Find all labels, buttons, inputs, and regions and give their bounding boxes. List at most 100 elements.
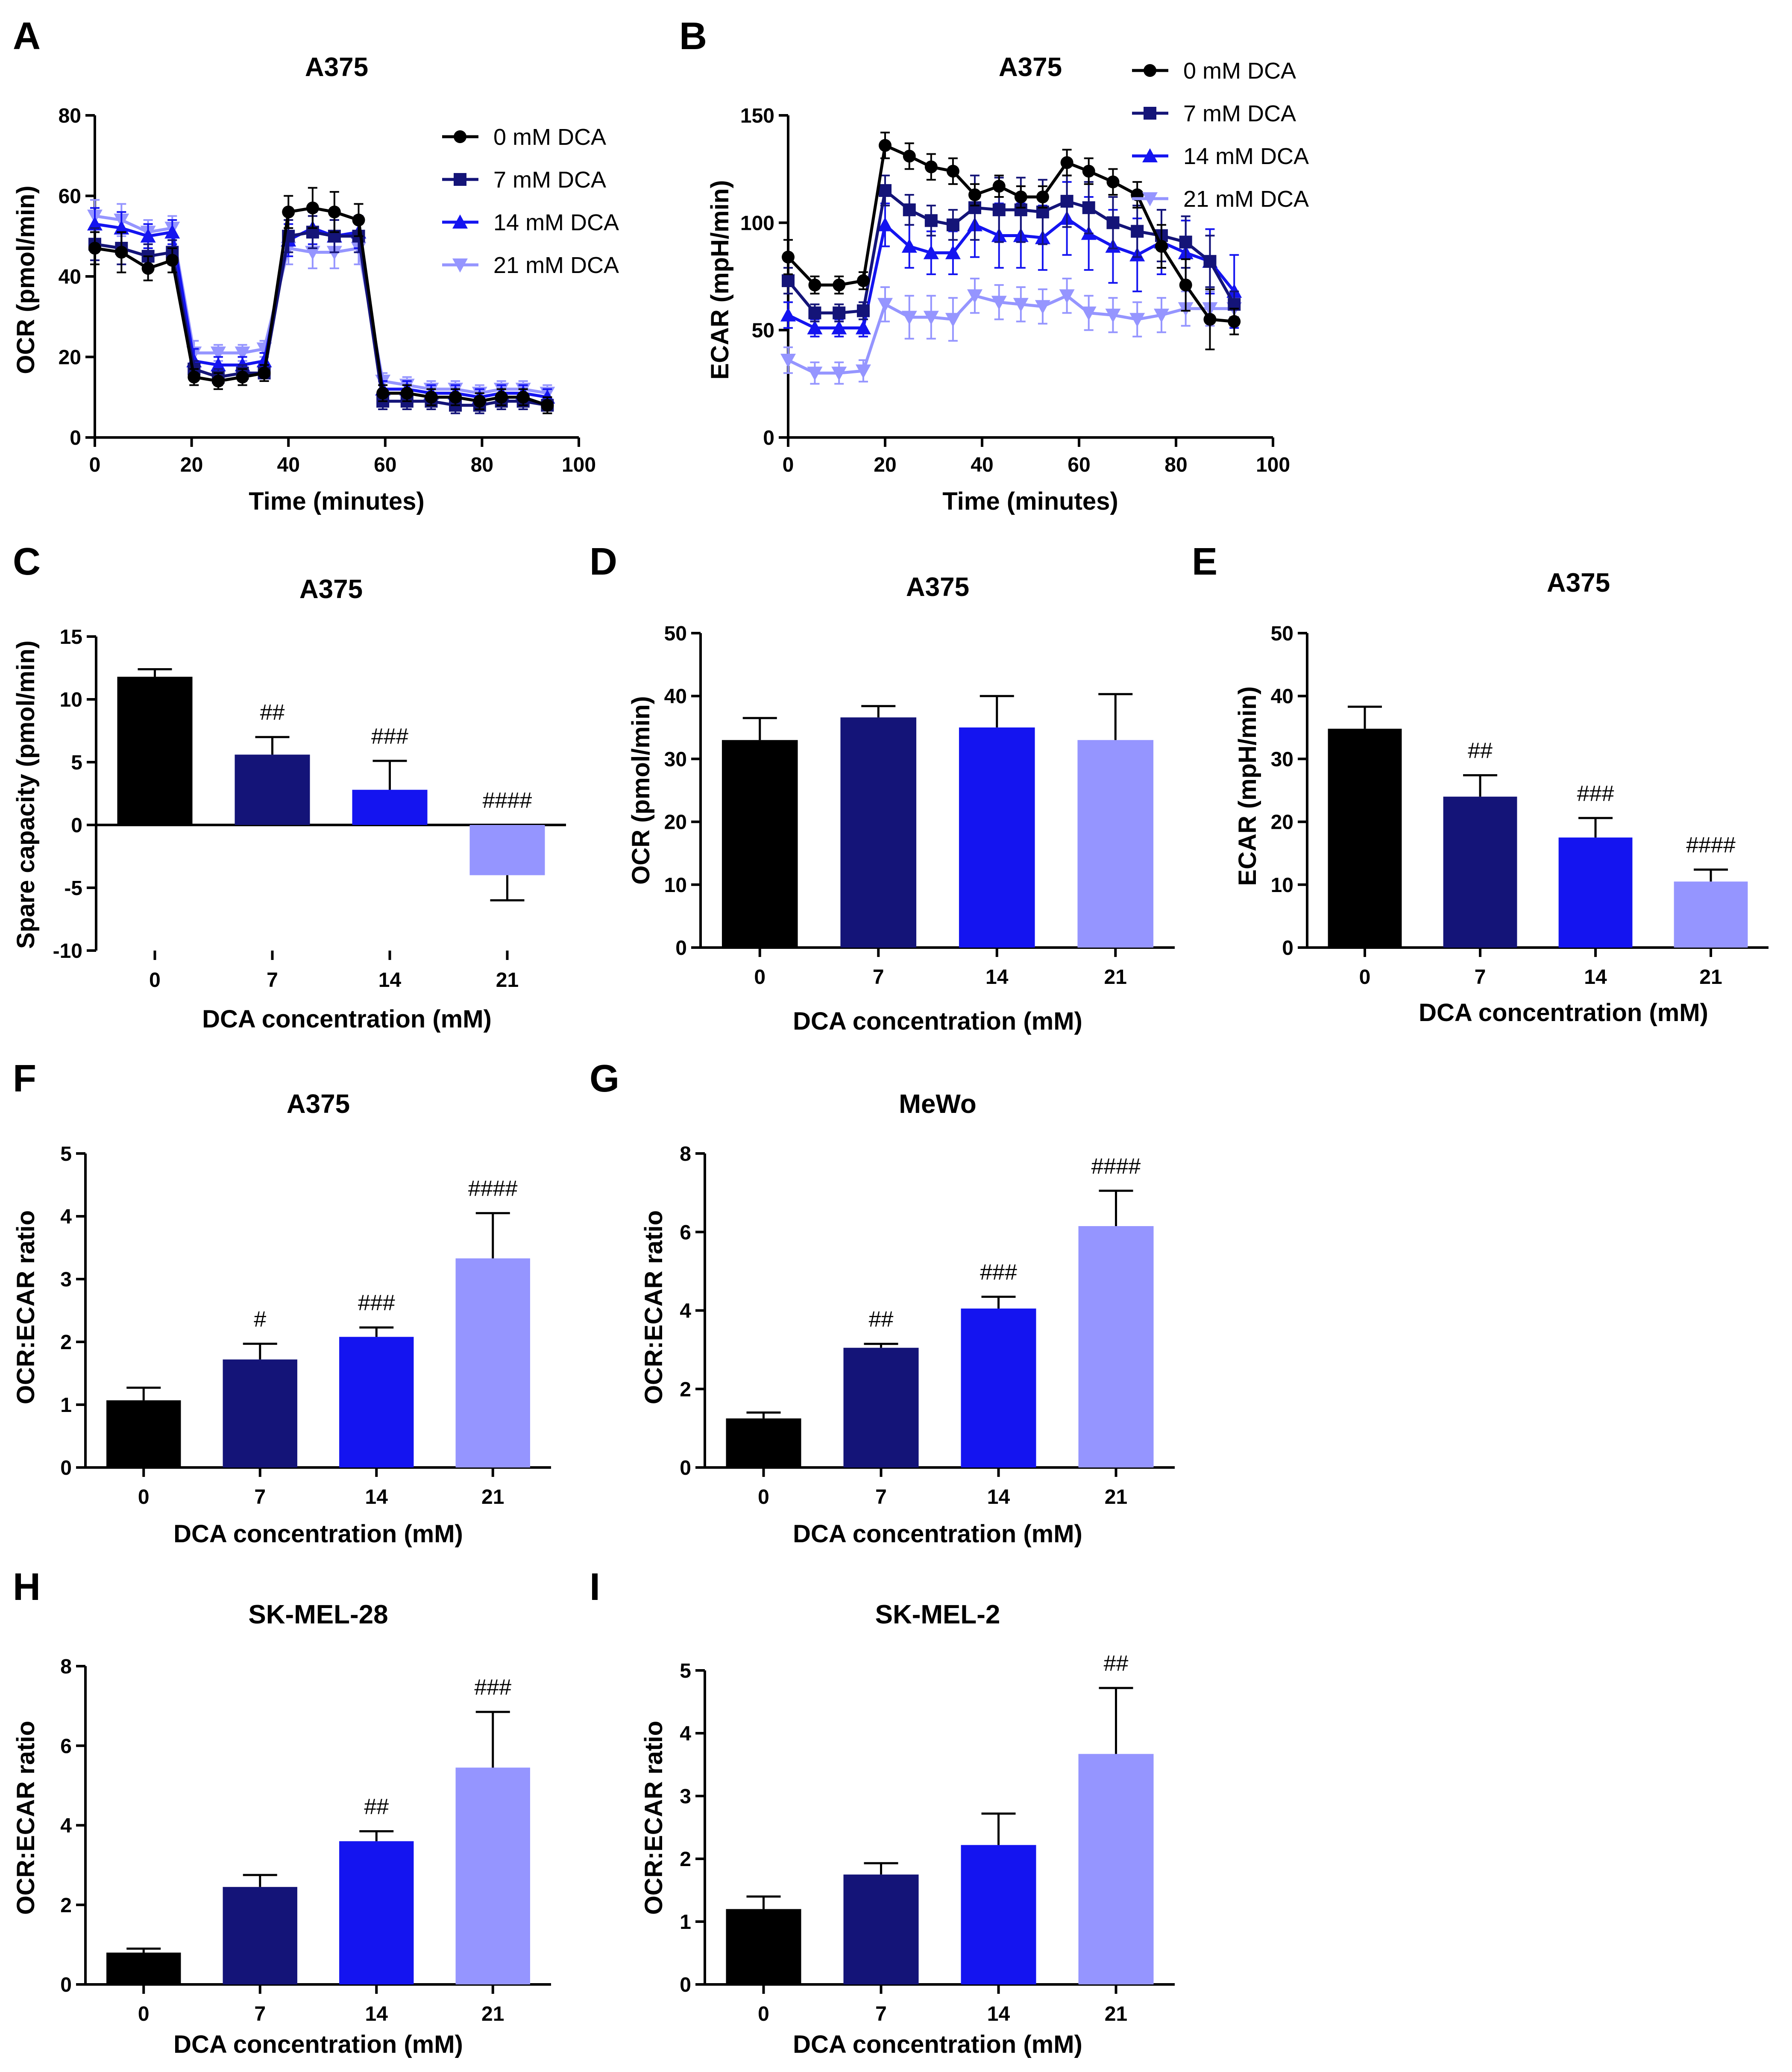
data-point [1179, 279, 1192, 292]
data-point [833, 279, 846, 292]
x-axis-label: DCA concentration (mM) [793, 1007, 1082, 1035]
x-tick-label: 21 [1105, 2003, 1127, 2025]
data-point [1142, 148, 1158, 162]
data-point [903, 203, 916, 217]
panel-d: D A375 DCA concentration (mM) OCR (pmol/… [590, 540, 1175, 1035]
data-point [992, 179, 1006, 193]
bar [352, 789, 428, 825]
y-tick-label: 0 [60, 1457, 72, 1479]
significance-label: #### [1686, 833, 1736, 857]
data-point [454, 173, 466, 186]
bar [959, 727, 1035, 948]
x-tick-label: 80 [471, 454, 493, 476]
data-point [1059, 289, 1075, 304]
y-tick-label: 4 [680, 1300, 691, 1323]
panel-letter-i: I [590, 1566, 600, 1608]
data-point [449, 390, 462, 404]
y-tick-label: 60 [59, 185, 81, 208]
series-line [787, 294, 1235, 375]
legend-item-label: 0 mM DCA [493, 124, 606, 150]
data-point [879, 184, 892, 197]
data-point [454, 130, 466, 143]
data-point [1228, 315, 1241, 328]
y-tick-label: 4 [60, 1815, 72, 1837]
data-point [901, 238, 917, 253]
bar [726, 1418, 801, 1467]
data-point [328, 205, 341, 219]
x-tick-label: 60 [374, 454, 396, 476]
data-point [211, 375, 225, 388]
y-tick-label: 2 [680, 1378, 691, 1401]
series-line [94, 223, 548, 399]
data-point [1035, 300, 1050, 314]
bar [339, 1841, 414, 1984]
data-point [780, 307, 796, 322]
x-axis-label: Time (minutes) [249, 487, 424, 515]
x-tick-label: 20 [874, 454, 896, 476]
x-axis-label: DCA concentration (mM) [793, 2031, 1082, 2058]
data-point [967, 289, 983, 304]
significance-label: ### [371, 724, 408, 749]
legend-item-label: 7 mM DCA [1183, 101, 1296, 126]
x-tick-label: 0 [758, 1486, 769, 1509]
chart-title: A375 [299, 575, 363, 604]
y-tick-label: 50 [1271, 622, 1293, 645]
data-point [782, 274, 795, 288]
y-tick-label: 0 [763, 427, 774, 449]
series-2 [87, 207, 555, 406]
y-tick-label: 1 [60, 1394, 72, 1417]
significance-label: ## [260, 700, 285, 725]
x-tick-label: 14 [365, 2003, 388, 2025]
x-tick-label: 7 [254, 1486, 266, 1509]
data-point [807, 320, 823, 335]
bar [961, 1308, 1036, 1467]
data-point [1144, 107, 1156, 120]
y-tick-label: 0 [70, 427, 81, 449]
data-point [236, 370, 249, 384]
data-point [452, 214, 468, 229]
x-tick-label: 40 [971, 454, 993, 476]
data-point [210, 346, 226, 361]
panel-i: I SK-MEL-2 DCA concentration (mM) OCR:EC… [590, 1566, 1175, 2058]
bar [117, 677, 193, 825]
y-tick-label: 0 [71, 814, 82, 837]
x-tick-label: 100 [562, 454, 596, 476]
y-axis-label: OCR:ECAR ratio [12, 1210, 40, 1404]
x-tick-label: 21 [496, 969, 519, 992]
data-point [855, 320, 871, 335]
data-point [1060, 156, 1073, 169]
data-point [1179, 235, 1192, 249]
chart-title: A375 [1547, 568, 1610, 598]
data-point [808, 279, 821, 292]
panel-letter-b: B [679, 15, 707, 58]
data-point [306, 201, 319, 214]
series-line [94, 214, 548, 395]
data-point [1081, 306, 1097, 321]
data-point [831, 320, 847, 335]
y-tick-label: 5 [680, 1660, 691, 1682]
plot-area: -10 -5 0 5 10 15 0 7 ## 14 ### 21 #### [53, 626, 566, 992]
y-tick-label: -10 [53, 940, 82, 963]
data-point [1014, 191, 1027, 204]
y-tick-label: 4 [680, 1723, 691, 1745]
y-tick-label: 5 [71, 751, 82, 774]
chart-title: A375 [287, 1089, 350, 1119]
y-tick-label: 0 [680, 1974, 691, 1996]
data-point [305, 246, 320, 260]
plot-area: 0 2 4 6 8 0 7 ## 14 ### 21 #### [680, 1143, 1175, 1509]
data-point [945, 245, 961, 259]
x-tick-label: 20 [180, 454, 203, 476]
x-tick-label: 7 [875, 1486, 887, 1509]
data-point [924, 160, 938, 173]
data-point [400, 387, 414, 400]
y-tick-label: 10 [1271, 874, 1293, 897]
y-tick-label: 50 [752, 320, 774, 342]
bar [1443, 796, 1517, 948]
series-line [94, 230, 548, 407]
x-tick-label: 0 [138, 2003, 150, 2025]
data-point [1142, 192, 1158, 206]
data-point [1144, 64, 1156, 77]
data-point [877, 298, 893, 312]
significance-label: #### [468, 1177, 518, 1201]
